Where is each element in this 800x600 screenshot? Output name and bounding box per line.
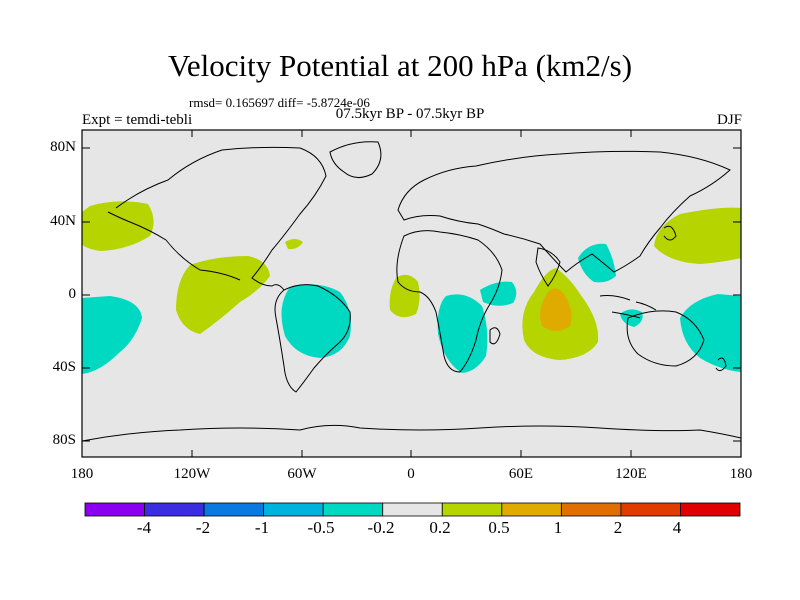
contour-pos-indian-ocean-core bbox=[540, 288, 572, 331]
contour-pos-north-pacific bbox=[82, 201, 154, 251]
lat-label-40s: 40S bbox=[52, 359, 76, 375]
colorbar-label: -2 bbox=[195, 518, 211, 537]
lat-label-eq: 0 bbox=[68, 286, 77, 302]
lon-label-120w: 120W bbox=[173, 466, 211, 482]
lon-label-120e: 120E bbox=[615, 466, 647, 482]
lon-label-60e: 60E bbox=[508, 466, 534, 482]
lat-label-80n: 80N bbox=[50, 139, 76, 155]
colorbar-label: 1 bbox=[553, 518, 563, 537]
lat-label-40n: 40N bbox=[50, 213, 76, 229]
colorbar-label: -0.2 bbox=[367, 518, 395, 537]
colorbar-label: 2 bbox=[613, 518, 623, 537]
lon-label-180e: 180 bbox=[729, 466, 753, 482]
colorbar-box bbox=[382, 502, 443, 517]
colorbar-label: 0.5 bbox=[488, 518, 510, 537]
axis-ticks bbox=[81, 130, 742, 457]
season-label: DJF bbox=[716, 112, 742, 128]
experiment-period-label: 07.5kyr BP - 07.5kyr BP bbox=[335, 106, 485, 122]
experiment-label: Expt = temdi-tebli bbox=[82, 112, 193, 128]
rmsd-diff-label: rmsd= 0.165697 diff= -5.8724e-06 bbox=[189, 95, 370, 110]
contour-pos-west-africa bbox=[389, 274, 420, 318]
contour-neg-indonesia bbox=[620, 309, 643, 327]
contour-neg-east-pacific bbox=[82, 296, 142, 374]
colorbar-label: -4 bbox=[136, 518, 152, 537]
colorbar-box bbox=[203, 502, 265, 517]
coastlines bbox=[82, 141, 741, 442]
contour-neg-west-pacific bbox=[680, 294, 741, 372]
contour-neg-east-africa bbox=[480, 281, 517, 306]
contour-pos-caribbean bbox=[285, 239, 303, 250]
colorbar-box bbox=[620, 502, 681, 517]
lat-label-80s: 80S bbox=[52, 432, 76, 448]
lon-label-180w: 180 bbox=[70, 466, 94, 482]
colorbar-box bbox=[560, 502, 622, 517]
colorbar-label: -1 bbox=[254, 518, 270, 537]
colorbar bbox=[84, 502, 741, 517]
contour-neg-southern-africa bbox=[437, 294, 488, 373]
colorbar-label: 0.2 bbox=[429, 518, 451, 537]
contour-pos-north-west-pacific bbox=[654, 207, 741, 264]
colorbar-box bbox=[441, 502, 503, 517]
colorbar-label: -0.5 bbox=[307, 518, 335, 537]
colorbar-box bbox=[322, 502, 384, 517]
map-title: Velocity Potential at 200 hPa (km2/s) bbox=[167, 48, 633, 83]
colorbar-box bbox=[263, 502, 324, 517]
lon-label-60w: 60W bbox=[287, 466, 317, 482]
colorbar-box bbox=[680, 502, 741, 517]
colorbar-box bbox=[84, 502, 145, 517]
colorbar-box bbox=[501, 502, 562, 517]
contour-pos-central-america bbox=[176, 256, 270, 334]
colorbar-label: 4 bbox=[672, 518, 682, 537]
contour-neg-south-america bbox=[281, 284, 351, 358]
contour-neg-southeast-asia bbox=[578, 243, 616, 283]
lon-label-0: 0 bbox=[407, 466, 415, 482]
colorbar-box bbox=[144, 502, 205, 517]
